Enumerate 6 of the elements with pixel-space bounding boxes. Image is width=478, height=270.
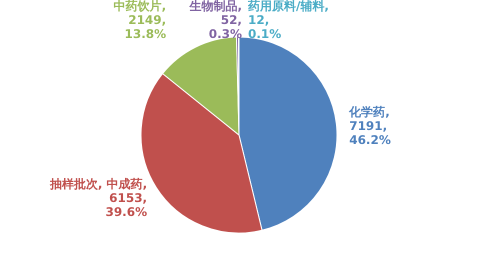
text: 抽样批次, 中成药, bbox=[50, 176, 148, 191]
slice-label: 药用原料/辅料, 12, 0.1% bbox=[247, 0, 329, 41]
slice-label: 生物制品, 52, 0.3% bbox=[188, 0, 242, 41]
text: 6153, 39.6% bbox=[105, 190, 148, 219]
slice-label: 中药饮片, 2149, 13.8% bbox=[114, 0, 166, 41]
slice-label: 化学药, 7191, 46.2% bbox=[348, 104, 391, 147]
